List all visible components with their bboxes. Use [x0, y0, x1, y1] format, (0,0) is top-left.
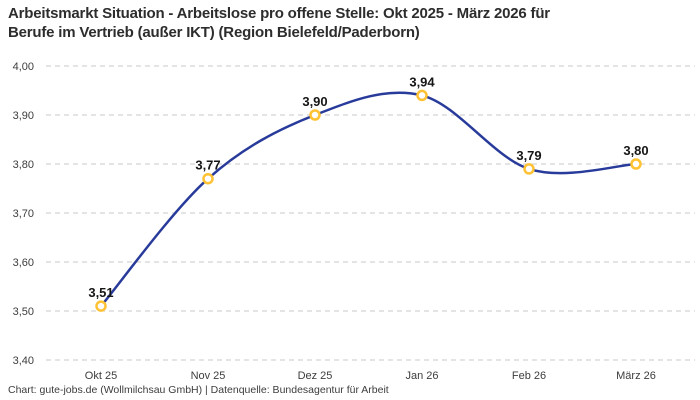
- data-point-label: 3,51: [88, 285, 113, 300]
- data-point-label: 3,94: [409, 74, 435, 89]
- chart-title-line1: Arbeitsmarkt Situation - Arbeitslose pro…: [8, 5, 550, 22]
- y-axis-tick-label: 3,60: [13, 257, 34, 269]
- x-axis-tick-label: März 26: [616, 370, 656, 382]
- x-axis-tick-label: Dez 25: [298, 370, 333, 382]
- chart-title: Arbeitsmarkt Situation - Arbeitslose pro…: [8, 4, 550, 42]
- y-axis-tick-label: 3,70: [13, 208, 34, 220]
- data-point-marker: [523, 163, 535, 175]
- x-axis-tick-label: Okt 25: [85, 370, 117, 382]
- data-point-marker: [630, 158, 642, 170]
- y-axis-tick-label: 3,40: [13, 355, 34, 367]
- y-axis-tick-label: 4,00: [13, 61, 34, 73]
- data-point-label: 3,77: [195, 158, 220, 173]
- data-point-label: 3,79: [516, 148, 541, 163]
- y-axis-tick-label: 3,80: [13, 159, 34, 171]
- data-point-marker: [95, 300, 107, 312]
- x-axis-tick-label: Feb 26: [512, 370, 546, 382]
- data-point-marker: [309, 109, 321, 121]
- y-axis-tick-label: 3,50: [13, 306, 34, 318]
- chart-footer-attribution: Chart: gute-jobs.de (Wollmilchsau GmbH) …: [8, 384, 389, 396]
- x-axis-tick-label: Nov 25: [191, 370, 226, 382]
- data-point-label: 3,80: [623, 143, 648, 158]
- x-axis-tick-label: Jan 26: [405, 370, 438, 382]
- line-series: [99, 91, 638, 308]
- chart-title-line2: Berufe im Vertrieb (außer IKT) (Region B…: [8, 24, 420, 41]
- data-point-marker: [416, 89, 428, 102]
- data-point-marker: [202, 172, 214, 185]
- y-axis-tick-label: 3,90: [13, 110, 34, 122]
- data-point-label: 3,90: [302, 94, 327, 109]
